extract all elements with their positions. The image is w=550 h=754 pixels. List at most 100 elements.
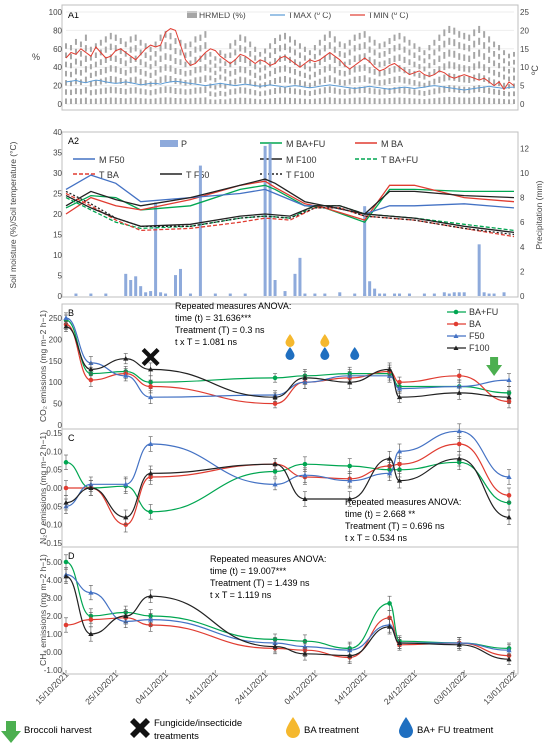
c-anova-line2: time (t) = 2.668 ** <box>345 509 416 519</box>
a1-hrmed-bar <box>169 54 172 61</box>
a1-hrmed-bar <box>423 90 426 96</box>
a1-hrmed-bar <box>333 56 336 63</box>
a1-hrmed-bar <box>388 98 391 104</box>
a1-hrmed-bar <box>209 99 212 104</box>
a1-hrmed-bar <box>159 66 162 73</box>
a1-hrmed-bar <box>144 43 147 49</box>
a1-hrmed-bar <box>478 73 481 81</box>
a1-hrmed-bar <box>303 46 306 52</box>
a1-hrmed-bar <box>458 31 461 38</box>
a2-legend: P M BA+FU M BA M F50 M F100 T BA+FU T BA… <box>73 139 418 180</box>
a1-hrmed-bar <box>413 61 416 68</box>
a1-hrmed-bar <box>104 56 107 63</box>
b-ytick: 50 <box>53 400 62 409</box>
b-legend-f100: F100 <box>469 343 490 353</box>
a1-hrmed-bar <box>154 88 157 95</box>
a1-legend-tmax: TMAX (º C) <box>288 10 331 20</box>
a1-hrmed-bar <box>199 55 202 62</box>
d-anova: Repeated measures ANOVA: time (t) = 19.0… <box>210 554 326 600</box>
a1-hrmed-bar <box>179 88 182 95</box>
a2-ytick-right: 12 <box>520 144 529 153</box>
a1-hrmed-bar <box>458 97 461 104</box>
a1-hrmed-bar <box>284 75 287 83</box>
a2-precip-bar <box>188 293 192 296</box>
b-point <box>347 379 353 385</box>
d-point <box>88 617 94 622</box>
a1-hrmed-bar <box>129 77 132 84</box>
a1-hrmed-bar <box>189 51 192 57</box>
a1-hrmed-bar <box>129 87 132 94</box>
d-series-line <box>65 575 510 660</box>
a1-hrmed-bar <box>169 97 172 104</box>
a1-hrmed-bar <box>503 50 506 56</box>
a1-hrmed-bar <box>418 90 421 96</box>
b-ytick: 150 <box>49 357 63 366</box>
a1-hrmed-bar <box>184 52 187 58</box>
a1-hrmed-bar <box>109 65 112 72</box>
a1-hrmed-bar <box>308 58 311 64</box>
a1-hrmed-bar <box>104 36 107 43</box>
a1-hrmed-bar <box>323 34 326 41</box>
a1-hrmed-bar <box>433 68 436 75</box>
a1-ytick-left: 100 <box>49 8 63 17</box>
a1-hrmed-bar <box>318 68 321 75</box>
a1-hrmed-bar <box>493 69 496 76</box>
a2-legend-mbafu: M BA+FU <box>286 139 325 149</box>
a1-hrmed-bar <box>473 52 476 59</box>
a1-hrmed-bar <box>298 52 301 58</box>
a1-hrmed-bar <box>403 97 406 104</box>
a1-hrmed-bar <box>219 90 222 96</box>
a1-hrmed-bar <box>104 87 107 94</box>
a1-hrmed-bar <box>84 66 87 73</box>
a2-precip-bar <box>462 292 466 296</box>
a1-hrmed-bar <box>69 53 72 60</box>
a2-precip-bar <box>139 286 143 296</box>
a1-hrmed-bar <box>443 40 446 48</box>
a1-hrmed-bar <box>224 91 227 97</box>
a1-hrmed-bar <box>264 73 267 79</box>
d-anova-line1: Repeated measures ANOVA: <box>210 554 326 564</box>
a1-hrmed-bar <box>79 41 82 48</box>
a2-precip-bar <box>164 293 168 296</box>
a1-hrmed-bar <box>323 55 326 62</box>
a1-hrmed-bar <box>244 46 247 53</box>
a1-hrmed-bar <box>293 59 296 66</box>
b-anova-line4: t x T = 1.081 ns <box>175 337 237 347</box>
a1-hrmed-bar <box>348 39 351 46</box>
a1-hrmed-bar <box>378 43 381 49</box>
panel-d-frame <box>61 546 519 675</box>
a1-hrmed-bar <box>65 61 67 68</box>
a1-hrmed-bar <box>443 74 446 82</box>
a1-hrmed-bar <box>184 61 187 68</box>
a1-hrmed-bar <box>328 86 331 93</box>
a1-hrmed-bar <box>174 48 177 55</box>
a1-hrmed-bar <box>443 29 446 37</box>
d-ytick: -1.00 <box>44 666 63 675</box>
b-point <box>272 401 278 406</box>
a1-hrmed-bar <box>259 51 262 57</box>
a1-hrmed-bar <box>129 67 132 74</box>
a1-hrmed-bar <box>508 99 511 104</box>
a2-ytick-left: 25 <box>53 190 62 199</box>
a1-hrmed-bar <box>194 56 197 63</box>
a1-hrmed-bar <box>478 37 481 45</box>
c-point <box>63 460 69 465</box>
a1-hrmed-bar <box>503 99 506 104</box>
a1-hrmed-bar <box>94 61 97 68</box>
a1-hrmed-bar <box>214 56 217 61</box>
a1-hrmed-bar <box>244 97 247 104</box>
a1-hrmed-bar <box>269 61 272 68</box>
a1-hrmed-bar <box>303 64 306 70</box>
a1-hrmed-bar <box>398 86 401 94</box>
d-point <box>302 651 308 656</box>
a1-hrmed-bar <box>224 68 227 74</box>
a1-hrmed-bar <box>84 97 87 104</box>
a1-hrmed-bar <box>199 76 202 83</box>
a1-hrmed-bar <box>89 98 92 104</box>
a1-hrmed-bar <box>174 68 177 75</box>
a1-hrmed-bar <box>274 98 277 104</box>
a1-hrmed-bar <box>343 98 346 104</box>
a1-hrmed-bar <box>159 76 162 83</box>
a1-hrmed-bar <box>154 98 157 104</box>
a1-hrmed-bar <box>229 52 232 58</box>
